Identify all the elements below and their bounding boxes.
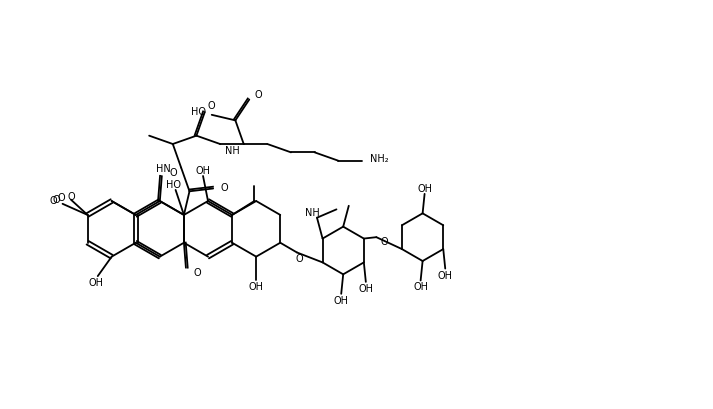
- Text: HN: HN: [156, 163, 171, 173]
- Text: OH: OH: [413, 282, 428, 292]
- Text: OH: OH: [195, 166, 210, 175]
- Text: O: O: [57, 192, 65, 202]
- Text: O: O: [50, 196, 58, 205]
- Text: O: O: [194, 267, 202, 277]
- Text: O: O: [170, 168, 178, 178]
- Text: O: O: [295, 254, 303, 264]
- Text: O: O: [207, 101, 215, 111]
- Text: O: O: [380, 236, 388, 247]
- Text: OH: OH: [249, 281, 264, 292]
- Text: NH: NH: [225, 146, 240, 155]
- Text: O: O: [53, 194, 61, 204]
- Text: OH: OH: [438, 270, 453, 280]
- Text: O: O: [255, 89, 262, 99]
- Text: OH: OH: [88, 277, 103, 288]
- Text: OH: OH: [417, 184, 432, 193]
- Text: OH: OH: [334, 295, 349, 305]
- Text: O: O: [67, 191, 75, 201]
- Text: NH₂: NH₂: [370, 153, 389, 163]
- Text: NH: NH: [304, 207, 319, 217]
- Text: OH: OH: [359, 283, 374, 293]
- Text: HO: HO: [191, 107, 206, 117]
- Text: HO: HO: [166, 180, 181, 189]
- Text: O: O: [220, 182, 227, 192]
